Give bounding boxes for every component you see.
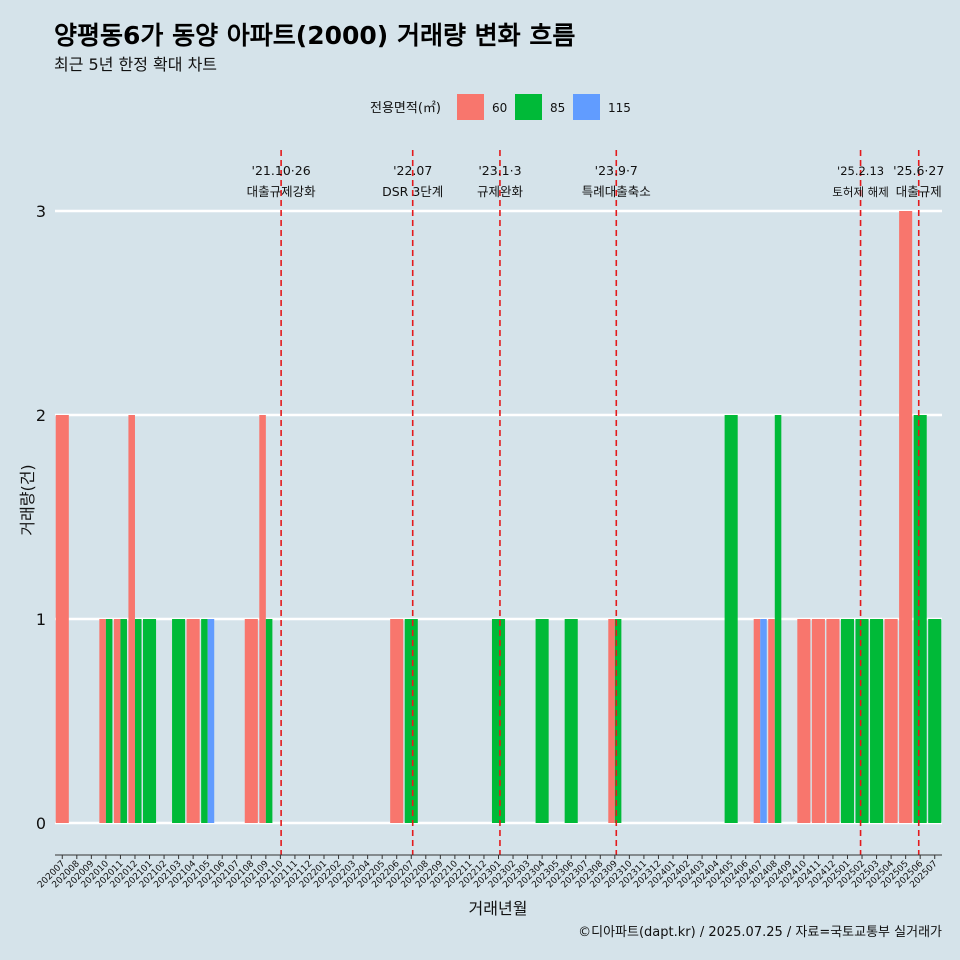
annotations: '21.10·26 대출규제강화 '22.07 DSR 3단계 '23.1·3 규제완화 '… <box>247 150 944 855</box>
chart-subtitle: 최근 5년 한정 확대 차트 <box>54 55 217 74</box>
bars <box>55 211 942 823</box>
bar-202011-60 <box>113 619 121 823</box>
annotation-text-0: 대출규제강화 <box>247 184 317 199</box>
annotation-text-1: DSR 3단계 <box>382 184 443 199</box>
annotation-text-3: 특례대출축소 <box>582 184 651 199</box>
bar-202407-115 <box>760 619 767 823</box>
annotation-date-5: '25.6·27 <box>893 163 944 178</box>
annotation-date-2: '23.1·3 <box>478 163 521 178</box>
bar-202505-60 <box>899 211 913 823</box>
legend: 전용면적(㎡) 60 85 115 <box>370 94 631 120</box>
bar-202104-60 <box>186 619 200 823</box>
bar-202309-60 <box>608 619 615 823</box>
legend-key-115 <box>573 94 600 120</box>
bar-202407-60 <box>753 619 761 823</box>
annotation-date-0: '21.10·26 <box>252 163 311 178</box>
bar-202506-85 <box>913 415 927 823</box>
annotation-text-4: 토허제 해제 <box>832 185 889 199</box>
y-tick-label-2: 2 <box>36 406 46 425</box>
y-axis: 0 1 2 3 <box>36 202 46 833</box>
bar-202108-60 <box>244 619 258 823</box>
x-axis: 2020072020082020092020102020112020122021… <box>36 854 942 890</box>
bar-202301-85 <box>491 619 506 823</box>
bar-202503-85 <box>870 619 884 823</box>
bar-202103-85 <box>172 619 186 823</box>
bar-202504-60 <box>884 619 898 823</box>
bar-202007-60 <box>55 415 69 823</box>
bar-202010-60 <box>99 619 106 823</box>
legend-label-115: 115 <box>608 101 631 115</box>
legend-key-85 <box>515 94 542 120</box>
annotation-date-1: '22.07 <box>393 163 432 178</box>
legend-key-60 <box>457 94 484 120</box>
annotation-date-3: '23.9·7 <box>595 163 638 178</box>
annotation-date-4: '25.2.13 <box>837 164 884 178</box>
legend-title: 전용면적(㎡) <box>370 101 441 116</box>
bar-202309-85 <box>614 619 622 823</box>
bar-202109-85 <box>265 619 273 823</box>
bar-202012-60 <box>128 415 135 823</box>
caption: ©디아파트(dapt.kr) / 2025.07.25 / 자료=국토교통부 실… <box>578 925 942 940</box>
y-tick-label-1: 1 <box>36 610 46 629</box>
annotation-text-5: 대출규제 <box>896 184 942 199</box>
bar-202306-85 <box>564 619 578 823</box>
bar-202405-85 <box>724 415 738 823</box>
x-axis-title: 거래년월 <box>469 899 528 918</box>
bar-202207-85 <box>404 619 418 823</box>
bar-202408-60 <box>768 619 775 823</box>
bar-202105-85 <box>201 619 208 823</box>
bar-202507-85 <box>928 619 942 823</box>
bar-202105-115 <box>207 619 215 823</box>
legend-label-60: 60 <box>492 101 507 115</box>
bar-202206-60 <box>390 619 404 823</box>
y-tick-label-0: 0 <box>36 814 46 833</box>
bar-202109-60 <box>259 415 266 823</box>
bar-202411-60 <box>811 619 825 823</box>
legend-label-85: 85 <box>550 101 565 115</box>
chart-title: 양평동6가 동양 아파트(2000) 거래량 변화 흐름 <box>54 21 575 50</box>
bar-202410-60 <box>797 619 811 823</box>
y-tick-label-3: 3 <box>36 202 46 221</box>
bar-202010-85 <box>105 619 113 823</box>
bar-202501-85 <box>840 619 855 823</box>
bar-202408-85 <box>774 415 782 823</box>
bar-202304-85 <box>535 619 549 823</box>
y-axis-title: 거래량(건) <box>18 464 37 535</box>
bar-202502-85 <box>855 619 869 823</box>
bar-202101-85 <box>142 619 157 823</box>
annotation-text-2: 규제완화 <box>477 184 524 199</box>
bar-202012-85 <box>134 619 142 823</box>
bar-202011-85 <box>120 619 127 823</box>
bar-202412-60 <box>826 619 840 823</box>
